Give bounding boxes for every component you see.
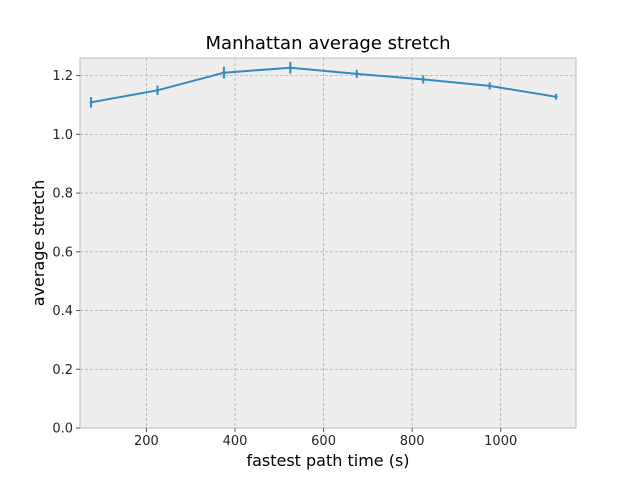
data-point <box>554 95 558 99</box>
plot-area <box>79 57 577 429</box>
y-tick-label: 1.0 <box>52 128 73 143</box>
x-tick-label: 600 <box>311 434 336 449</box>
y-tick-label: 0.0 <box>52 422 73 437</box>
data-point <box>355 72 359 76</box>
x-tick-label: 400 <box>223 434 248 449</box>
x-tick-label: 800 <box>400 434 425 449</box>
y-tick-label: 0.2 <box>52 363 73 378</box>
x-tick-label: 200 <box>134 434 159 449</box>
data-point <box>488 84 492 88</box>
x-tick-label: 1000 <box>484 434 517 449</box>
data-point <box>222 71 226 75</box>
y-axis-label: average stretch <box>29 180 48 306</box>
y-tick-label: 1.2 <box>52 69 73 84</box>
series-line <box>90 66 557 104</box>
data-point <box>156 88 159 92</box>
data-point <box>288 66 292 70</box>
y-ticks: 0.0 0.2 0.4 0.6 0.8 1.0 1.2 <box>52 69 80 437</box>
x-axis-label: fastest path time (s) <box>246 451 409 470</box>
grid-layer <box>80 58 576 429</box>
x-ticks: 200 400 600 800 1000 <box>134 428 517 449</box>
y-tick-label: 0.8 <box>52 187 73 202</box>
series-layer <box>89 61 558 108</box>
y-tick-label: 0.6 <box>52 245 73 260</box>
chart-title: Manhattan average stretch <box>206 33 451 54</box>
y-tick-label: 0.4 <box>52 304 73 319</box>
data-point <box>89 100 93 104</box>
data-point <box>421 77 425 81</box>
